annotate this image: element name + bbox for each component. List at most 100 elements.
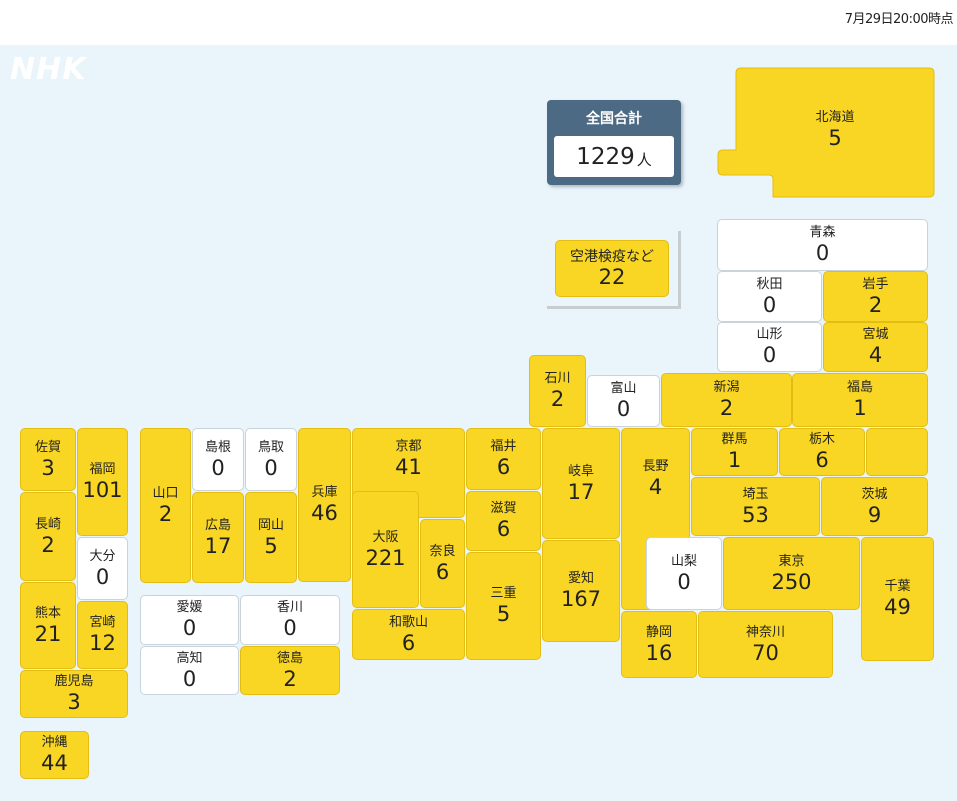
pref-value: 2 <box>550 387 565 411</box>
pref-name: 島根 <box>204 439 231 455</box>
pref-ibaraki[interactable]: 茨城 9 <box>821 477 928 536</box>
pref-value: 5 <box>828 126 842 150</box>
pref-value: 16 <box>645 640 673 665</box>
pref-name: 滋賀 <box>490 501 517 516</box>
pref-fukushima[interactable]: 福島 1 <box>792 373 928 427</box>
pref-yamagata[interactable]: 山形 0 <box>717 322 822 372</box>
pref-value: 0 <box>762 343 777 367</box>
pref-mie[interactable]: 三重 5 <box>466 552 541 660</box>
pref-name: 秋田 <box>756 276 783 292</box>
pref-ehime[interactable]: 愛媛 0 <box>140 595 239 645</box>
pref-value: 1 <box>727 448 742 472</box>
pref-kagoshima[interactable]: 鹿児島 3 <box>20 670 128 718</box>
pref-value: 2 <box>719 396 734 420</box>
pref-name: 大阪 <box>372 529 399 545</box>
pref-value: 5 <box>496 602 511 626</box>
pref-shimane[interactable]: 島根 0 <box>192 428 244 491</box>
pref-name: 山梨 <box>670 553 697 569</box>
pref-tokushima[interactable]: 徳島 2 <box>240 646 340 695</box>
pref-name: 埼玉 <box>742 486 769 502</box>
pref-name: 宮崎 <box>89 615 116 630</box>
pref-aichi[interactable]: 愛知 167 <box>542 540 620 642</box>
pref-name: 千葉 <box>884 579 911 594</box>
pref-name: 山口 <box>152 485 179 501</box>
pref-value: 22 <box>598 264 626 289</box>
pref-value: 2 <box>41 532 55 557</box>
pref-name: 静岡 <box>645 624 672 640</box>
pref-name: 徳島 <box>276 650 303 666</box>
pref-name: 高知 <box>176 650 203 666</box>
pref-name: 熊本 <box>34 605 61 621</box>
pref-toyama[interactable]: 富山 0 <box>587 375 660 427</box>
pref-hiroshima[interactable]: 広島 17 <box>192 492 244 583</box>
pref-kagawa[interactable]: 香川 0 <box>240 595 340 645</box>
pref-nara[interactable]: 奈良 6 <box>420 519 465 608</box>
national-total-unit: 人 <box>636 151 652 169</box>
pref-tottori[interactable]: 鳥取 0 <box>245 428 297 491</box>
pref-okayama[interactable]: 岡山 5 <box>245 492 297 583</box>
pref-chiba[interactable]: 千葉 49 <box>861 537 934 661</box>
pref-fukuoka[interactable]: 福岡 101 <box>77 428 128 536</box>
pref-name: 栃木 <box>808 432 835 447</box>
pref-yamanashi[interactable]: 山梨 0 <box>646 537 722 610</box>
pref-value: 49 <box>884 595 911 619</box>
pref-shizuoka[interactable]: 静岡 16 <box>621 611 697 678</box>
pref-name: 福島 <box>846 380 873 395</box>
pref-kanagawa[interactable]: 神奈川 70 <box>698 611 833 678</box>
pref-shiga[interactable]: 滋賀 6 <box>466 491 541 551</box>
pref-name: 新潟 <box>713 380 740 395</box>
pref-oita[interactable]: 大分 0 <box>77 537 128 600</box>
pref-name: 京都 <box>395 439 422 454</box>
pref-kochi[interactable]: 高知 0 <box>140 646 239 695</box>
pref-hyogo[interactable]: 兵庫 46 <box>298 428 351 582</box>
pref-gifu[interactable]: 岐阜 17 <box>542 428 620 539</box>
airport-divider <box>547 231 681 309</box>
pref-miyagi[interactable]: 宮城 4 <box>823 322 928 372</box>
pref-hokkaido[interactable]: 北海道 5 <box>735 83 935 177</box>
pref-iwate[interactable]: 岩手 2 <box>823 271 928 322</box>
pref-name: 岡山 <box>257 517 284 533</box>
pref-value: 4 <box>648 475 663 499</box>
pref-value: 0 <box>815 241 830 265</box>
pref-saitama[interactable]: 埼玉 53 <box>691 477 820 536</box>
pref-name: 岐阜 <box>567 463 594 479</box>
pref-name: 神奈川 <box>745 624 785 640</box>
pref-akita[interactable]: 秋田 0 <box>717 271 822 322</box>
pref-value: 46 <box>311 501 338 525</box>
pref-airport-quarantine[interactable]: 空港検疫など 22 <box>555 240 669 297</box>
national-total-box: 1229 人 <box>554 136 674 177</box>
pref-tochigi[interactable]: 栃木 6 <box>779 428 865 476</box>
pref-kumamoto[interactable]: 熊本 21 <box>20 582 76 669</box>
pref-fukui[interactable]: 福井 6 <box>466 428 541 490</box>
pref-value: 41 <box>395 455 422 479</box>
pref-value: 2 <box>283 666 297 691</box>
pref-value: 6 <box>435 559 450 584</box>
pref-ibaraki-north[interactable] <box>866 428 928 476</box>
pref-name: 富山 <box>610 381 637 396</box>
national-total-value: 1229 <box>576 143 635 170</box>
pref-saga[interactable]: 佐賀 3 <box>20 428 76 491</box>
pref-niigata[interactable]: 新潟 2 <box>661 373 792 427</box>
pref-value: 12 <box>89 631 116 655</box>
pref-value: 0 <box>182 666 197 691</box>
pref-name: 東京 <box>778 553 805 569</box>
pref-value: 6 <box>496 517 511 541</box>
pref-okinawa[interactable]: 沖縄 44 <box>20 731 89 779</box>
pref-value: 6 <box>401 630 416 655</box>
pref-osaka[interactable]: 大阪 221 <box>352 491 419 608</box>
pref-wakayama[interactable]: 和歌山 6 <box>352 609 465 660</box>
pref-value: 0 <box>264 455 278 480</box>
pref-ishikawa[interactable]: 石川 2 <box>529 355 586 427</box>
pref-aomori[interactable]: 青森 0 <box>717 219 928 271</box>
pref-gunma[interactable]: 群馬 1 <box>691 428 778 476</box>
pref-name: 鳥取 <box>257 439 284 455</box>
pref-value: 53 <box>742 502 769 527</box>
pref-tokyo[interactable]: 東京 250 <box>723 537 860 610</box>
pref-name: 広島 <box>204 517 231 533</box>
pref-name: 愛媛 <box>176 600 203 615</box>
pref-miyazaki[interactable]: 宮崎 12 <box>77 601 128 669</box>
pref-name: 佐賀 <box>34 439 61 455</box>
pref-nagasaki[interactable]: 長崎 2 <box>20 492 76 581</box>
pref-yamaguchi[interactable]: 山口 2 <box>140 428 191 583</box>
japan-map: NHK 全国合計 1229 人 空港検疫など 22 北海道 5 青森 0 秋田 0 … <box>0 45 957 801</box>
